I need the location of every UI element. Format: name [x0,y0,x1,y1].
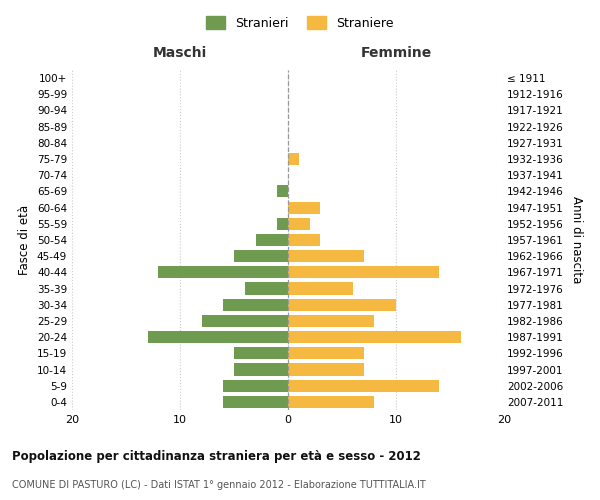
Bar [277,186,288,198]
Text: COMUNE DI PASTURO (LC) - Dati ISTAT 1° gennaio 2012 - Elaborazione TUTTITALIA.IT: COMUNE DI PASTURO (LC) - Dati ISTAT 1° g… [12,480,426,490]
Bar [288,266,439,278]
Y-axis label: Anni di nascita: Anni di nascita [570,196,583,284]
Bar [234,348,288,360]
Bar [202,315,288,327]
Bar [148,331,288,343]
Bar [288,153,299,165]
Bar [277,218,288,230]
Text: Maschi: Maschi [153,46,207,60]
Legend: Stranieri, Straniere: Stranieri, Straniere [202,11,398,35]
Bar [234,250,288,262]
Bar [288,282,353,294]
Bar [288,380,439,392]
Bar [234,364,288,376]
Bar [223,298,288,311]
Bar [288,250,364,262]
Bar [288,218,310,230]
Bar [158,266,288,278]
Bar [223,396,288,408]
Text: Femmine: Femmine [361,46,431,60]
Bar [288,364,364,376]
Bar [288,396,374,408]
Bar [288,298,396,311]
Bar [288,331,461,343]
Bar [288,202,320,213]
Bar [288,234,320,246]
Bar [256,234,288,246]
Y-axis label: Fasce di età: Fasce di età [19,205,31,275]
Text: Popolazione per cittadinanza straniera per età e sesso - 2012: Popolazione per cittadinanza straniera p… [12,450,421,463]
Bar [288,315,374,327]
Bar [245,282,288,294]
Bar [288,348,364,360]
Bar [223,380,288,392]
